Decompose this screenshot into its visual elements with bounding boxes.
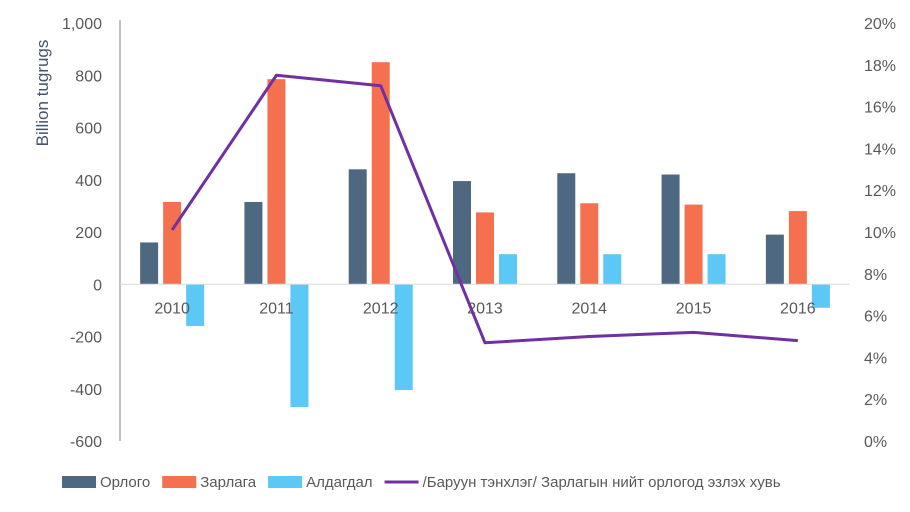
y2-tick-label: 14% — [864, 141, 896, 158]
x-tick-label: 2010 — [154, 300, 190, 317]
legend-swatch — [268, 476, 303, 488]
bar — [394, 284, 413, 391]
y2-tick-label: 2% — [864, 392, 887, 409]
bar — [661, 174, 680, 285]
x-tick-group: 2010 2011 2012 2013 2014 2015 2016 — [154, 300, 815, 317]
bar — [707, 254, 726, 285]
bar — [765, 234, 784, 285]
bar — [557, 173, 576, 285]
line-series — [170, 73, 798, 345]
y2-tick-label: 16% — [864, 100, 896, 117]
y-tick-label: 400 — [75, 173, 102, 190]
y-tick-label: 0 — [93, 277, 102, 294]
y2-tick-label: 4% — [864, 350, 887, 367]
legend-label: Зарлага — [200, 474, 256, 491]
bar — [453, 181, 471, 285]
bar — [580, 203, 599, 285]
bar — [371, 62, 390, 285]
bar — [140, 242, 159, 285]
bar — [290, 284, 309, 408]
bar — [267, 79, 286, 285]
bar — [788, 211, 807, 285]
y2-tick-label: 8% — [864, 267, 887, 284]
y-tick-label: 800 — [75, 68, 102, 85]
y2-tick-label: 10% — [864, 225, 896, 242]
bar — [244, 201, 263, 285]
x-tick-label: 2016 — [780, 300, 816, 317]
bar — [499, 254, 517, 285]
bar — [811, 284, 830, 308]
y2-tick-label: 0% — [864, 434, 887, 451]
x-tick-label: 2012 — [363, 300, 399, 317]
bar — [348, 169, 367, 285]
line-series-group — [170, 73, 798, 345]
y-tick-label: 1,000 — [62, 16, 102, 33]
y-tick-label: 600 — [75, 121, 102, 138]
y-tick-label: -400 — [70, 382, 102, 399]
y2-tick-label: 6% — [864, 309, 887, 326]
y2-tick-label: 20% — [864, 16, 896, 33]
left-axis: -600 -400 -200 0 200 400 600 800 1,000 — [62, 16, 121, 451]
y2-tick-label: 18% — [864, 58, 896, 75]
x-tick-label: 2011 — [259, 300, 294, 317]
legend-swatch — [162, 476, 197, 488]
x-tick-label: 2015 — [676, 300, 712, 317]
y-axis-title: Billion tugrugs — [33, 40, 52, 147]
x-tick-label: 2014 — [571, 300, 607, 317]
bar — [603, 254, 622, 285]
bar — [684, 204, 703, 285]
y-tick-label: 200 — [75, 225, 102, 242]
legend-label: Орлого — [100, 474, 150, 491]
bar — [186, 284, 205, 327]
legend-swatch — [62, 476, 96, 488]
y-tick-label: -200 — [70, 330, 102, 347]
y2-tick-label: 12% — [864, 183, 896, 200]
x-tick-label: 2013 — [467, 300, 503, 317]
bar — [163, 201, 182, 285]
y-tick-label: -600 — [70, 434, 102, 451]
legend-label: Алдагдал — [306, 474, 373, 491]
right-axis: 0% 2% 4% 6% 8% 10% 12% 14% 16% 18% 20% — [864, 16, 896, 451]
bar — [476, 212, 494, 285]
legend: Орлого Зарлага Алдагдал/Баруун тэнхлэг/ За… — [62, 474, 781, 491]
legend-label: /Баруун тэнхлэг/ Зарлагын нийт орлогод э… — [423, 474, 781, 491]
bar-group — [140, 62, 830, 408]
